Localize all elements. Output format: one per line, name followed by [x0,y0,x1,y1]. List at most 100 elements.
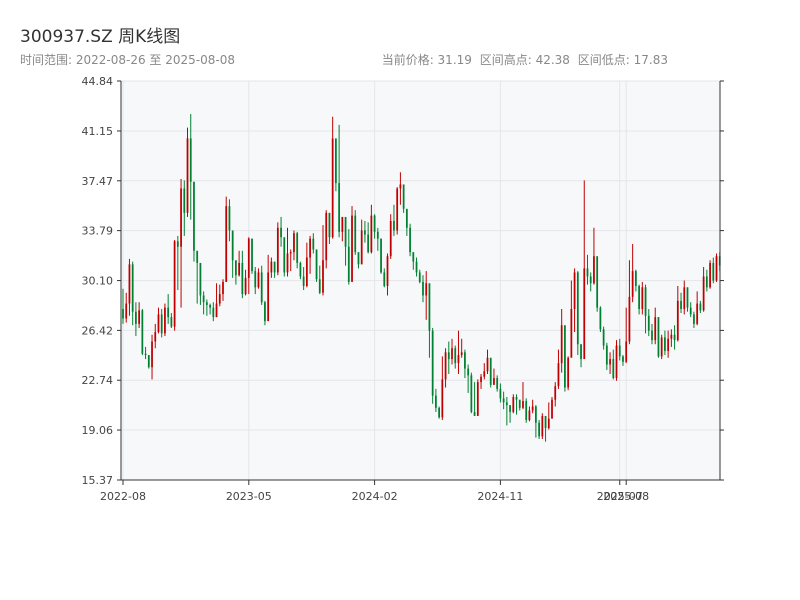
candle [554,382,557,407]
candle [386,253,389,296]
candle-body [315,249,318,280]
candle [141,309,144,356]
candle [380,238,382,274]
candle-body [254,271,257,288]
candle [618,338,621,361]
date-range-text: 时间范围: 2022-08-26 至 2025-08-08 [20,53,235,67]
candle [293,230,295,261]
candle-body [531,406,534,411]
candle-body [676,300,679,341]
candle [583,180,586,360]
candle [586,254,589,285]
candle-body [373,215,376,232]
candle [370,204,373,254]
candle-body [628,296,631,342]
candle-body [544,415,547,429]
candle-body [160,314,163,334]
candle [418,269,421,284]
candle [373,214,376,239]
candle-body [338,183,341,232]
candle-body [647,315,650,331]
candle [212,302,215,322]
candle [273,261,276,278]
candle [689,302,692,318]
candle [244,269,247,296]
candle-body [228,206,231,231]
candle-body [276,227,279,273]
candle-body [231,230,234,261]
candle [131,261,134,326]
candle-body [644,287,647,316]
candle [309,235,311,274]
candle-body [322,260,324,293]
candle [299,261,302,280]
y-tick-label: 33.79 [82,225,114,238]
candle-body [605,345,608,365]
candle-body [654,317,657,341]
candle-body [235,260,237,276]
candle-body [702,276,705,311]
candle [376,227,379,251]
candle [144,346,147,360]
candle [560,309,563,373]
candle-body [547,418,550,429]
candle-body [667,338,670,351]
candle-body [509,405,511,412]
candle [267,254,270,322]
candle [593,227,595,285]
candle [209,303,211,315]
candle-body [251,238,253,272]
candle-body [434,395,437,408]
candle-body [538,422,540,437]
candle-body [247,238,250,278]
candle-body [222,281,224,295]
candle-body [567,357,570,388]
candle-body [470,375,473,412]
candle [693,311,695,328]
candle [389,214,392,259]
candle [580,344,582,368]
candle [496,375,499,392]
candle-body [367,234,370,253]
candle-body [347,246,350,282]
candle-body [457,355,460,364]
candle-body [412,252,415,262]
candle [599,306,602,333]
candle [431,327,434,404]
candle-body [515,397,518,400]
candle-body [670,334,673,339]
candle-body [709,262,711,288]
candle [509,405,511,423]
candle-body [280,227,282,238]
candle-body [586,268,589,277]
candle [360,219,363,265]
x-tick-label: 2025-08 [603,490,649,503]
candle [167,294,170,324]
candle-body [683,287,686,309]
candle [180,179,182,308]
candle-body [612,359,615,379]
candle [467,364,470,393]
candle [164,303,166,337]
candle [154,323,157,349]
candle-body [154,332,157,342]
candle-body [576,272,579,345]
candle [125,292,128,323]
candle-body [167,307,170,318]
candle [715,253,718,282]
candle [409,223,411,257]
candle [441,356,444,421]
candle [238,250,241,277]
candle [357,252,360,269]
candle [470,372,473,414]
candle [528,406,531,422]
candle-body [328,212,331,238]
range-low-text: 区间低点: 17.83 [577,53,668,67]
candle-body [418,272,421,282]
candle [673,325,676,350]
candle [447,341,450,374]
candle [534,405,537,438]
candle-body [357,252,360,265]
candle-body [354,215,357,253]
candle-body [141,310,144,354]
